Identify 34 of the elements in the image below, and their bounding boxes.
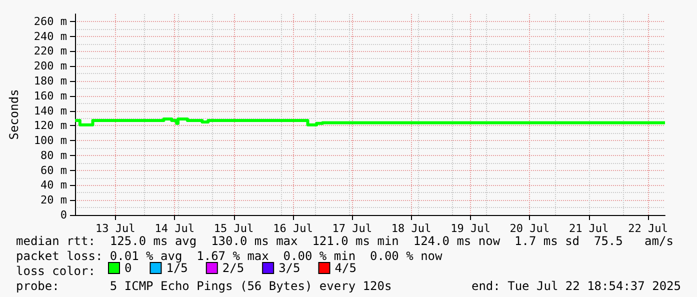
x-tick-label: 16 Jul [273, 222, 313, 235]
text: packet loss: 0.01 % avg 1.67 % max 0.00 % min 0.00 % now [16, 249, 442, 263]
y-tick-label: 40 m [40, 178, 68, 192]
x-tick-label: 22 Jul [628, 222, 668, 235]
x-tick-label: 13 Jul [96, 222, 136, 235]
legend-label: 4/5 [334, 261, 356, 275]
y-tick-label: 260 m [34, 14, 68, 28]
y-tick-label: 120 m [34, 119, 68, 132]
text: end: Tue Jul 22 18:54:37 2025 [471, 279, 681, 294]
y-tick-label: 60 m [40, 164, 68, 177]
legend-title: loss color: [16, 264, 96, 279]
y-tick-label: 200 m [34, 60, 68, 73]
x-tick-label: 14 Jul [154, 222, 194, 235]
y-tick-label: 220 m [34, 44, 68, 58]
y-tick-label: 240 m [34, 30, 68, 43]
x-tick-label: 20 Jul [510, 222, 550, 235]
y-tick-label: 140 m [34, 104, 68, 118]
y-tick-label: 180 m [34, 74, 68, 88]
text: median rtt: 125.0 ms avg 130.0 ms max 121.0 ms min 124.0 ms now 1.7 ms sd 75.5 am/s [16, 234, 674, 249]
y-tick-label: 0 [60, 208, 67, 222]
y-tick-label: 160 m [34, 89, 68, 102]
y-axis-title: Seconds [7, 89, 21, 140]
x-tick-label: 18 Jul [391, 222, 432, 235]
y-tick-label: 20 m [40, 194, 68, 207]
legend-label: 0 [124, 261, 132, 275]
x-tick-label: 15 Jul [214, 222, 254, 235]
x-tick-label: 19 Jul [450, 222, 490, 235]
y-tick-label: 80 m [40, 148, 68, 162]
legend-label: 3/5 [278, 261, 300, 275]
x-tick-label: 21 Jul [568, 222, 609, 235]
legend-label: 2/5 [222, 261, 244, 275]
y-tick-label: 100 m [34, 134, 68, 148]
text: probe: 5 ICMP Echo Pings (56 Bytes) every 120s [16, 279, 392, 294]
x-tick-label: 17 Jul [332, 222, 372, 235]
